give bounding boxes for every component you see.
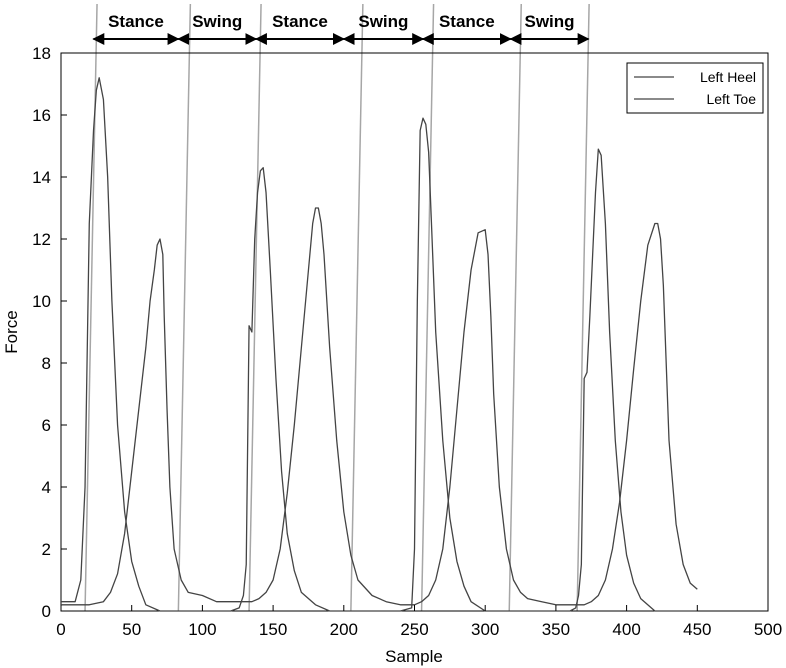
- y-axis: 0 2 4 6 8 10 12 14 16 18: [32, 44, 67, 621]
- x-tick-label: 100: [188, 620, 216, 639]
- x-tick-label: 350: [542, 620, 570, 639]
- legend-label: Left Toe: [706, 91, 756, 107]
- x-tick-label: 150: [259, 620, 287, 639]
- y-tick-label: 6: [42, 416, 51, 435]
- phase-boundary-line: [350, 3, 364, 612]
- y-tick-label: 10: [32, 292, 51, 311]
- y-tick-label: 2: [42, 540, 51, 559]
- y-tick-label: 8: [42, 354, 51, 373]
- x-tick-label: 300: [471, 620, 499, 639]
- phase-boundary-line: [84, 3, 98, 612]
- y-tick-label: 14: [32, 168, 51, 187]
- phase-label: Swing: [525, 12, 575, 31]
- legend-box: [626, 62, 764, 114]
- x-tick-label: 450: [683, 620, 711, 639]
- phase-label: Stance: [272, 12, 328, 31]
- y-tick-label: 0: [42, 602, 51, 621]
- phase-boundary-lines: [84, 3, 590, 612]
- phase-label: Swing: [192, 12, 242, 31]
- x-tick-label: 250: [400, 620, 428, 639]
- series-line-left-heel: [61, 77, 698, 612]
- y-tick-label: 18: [32, 44, 51, 63]
- phase-boundary-line: [248, 3, 262, 612]
- y-tick-label: 12: [32, 230, 51, 249]
- phase-label: Swing: [358, 12, 408, 31]
- phase-label: Stance: [439, 12, 495, 31]
- y-tick-label: 4: [42, 478, 51, 497]
- phase-boundary-line: [420, 3, 435, 612]
- x-axis: 0 50 100 150 200 250 300 350 400 450 500: [56, 605, 782, 639]
- x-axis-title: Sample: [385, 647, 443, 666]
- phase-boundary-line: [576, 3, 590, 612]
- legend: Left Heel Left Toe: [626, 62, 764, 114]
- x-tick-label: 400: [612, 620, 640, 639]
- phase-label: Stance: [108, 12, 164, 31]
- phase-annotations: Stance Swing Stance Swing Stance Swing: [92, 12, 590, 45]
- y-axis-title: Force: [2, 310, 21, 353]
- series-layer: [61, 77, 698, 612]
- x-tick-label: 200: [330, 620, 358, 639]
- phase-boundary-line: [177, 3, 192, 612]
- x-tick-label: 500: [754, 620, 782, 639]
- x-tick-label: 0: [56, 620, 65, 639]
- x-tick-label: 50: [122, 620, 141, 639]
- legend-label: Left Heel: [700, 69, 756, 85]
- series-line-left-toe: [61, 207, 698, 606]
- y-tick-label: 16: [32, 106, 51, 125]
- phase-boundary-line: [508, 3, 522, 612]
